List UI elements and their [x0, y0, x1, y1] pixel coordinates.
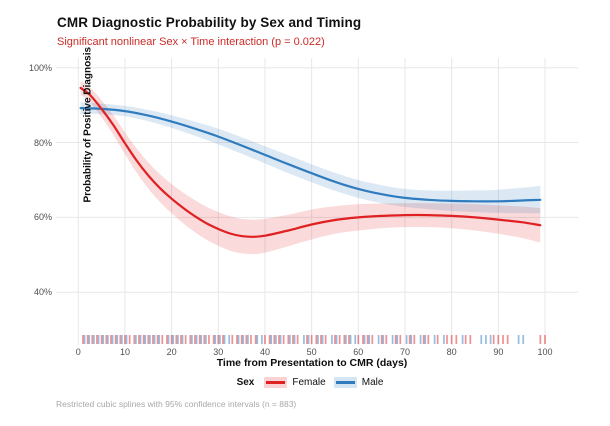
male-ci-ribbon — [80, 102, 541, 214]
x-axis-title: Time from Presentation to CMR (days) — [216, 357, 408, 369]
x-tick-label: 60 — [353, 347, 364, 357]
legend-title: Sex — [236, 377, 255, 388]
x-tick-label: 40 — [259, 347, 270, 357]
x-tick-label: 80 — [446, 347, 457, 357]
legend: Sex Female Male — [0, 377, 610, 388]
female-legend-key-swatch — [264, 377, 288, 388]
male-curve — [79, 107, 542, 203]
x-tick-label: 90 — [493, 347, 504, 357]
male-line-glyph — [335, 381, 355, 384]
x-tick-label: 20 — [166, 347, 177, 357]
legend-label-male: Male — [361, 377, 384, 388]
y-tick-label: 80% — [33, 137, 52, 148]
y-tick-label: 40% — [33, 287, 52, 298]
x-tick-label: 30 — [213, 347, 224, 357]
x-tick-label: 0 — [75, 347, 81, 357]
female-ci-ribbon — [80, 81, 541, 255]
female-curve — [79, 86, 542, 238]
female-line-glyph — [266, 381, 286, 384]
caption: Restricted cubic splines with 95% confid… — [56, 399, 297, 409]
x-tick-label: 70 — [399, 347, 410, 357]
x-tick-label: 10 — [119, 347, 130, 357]
y-axis-title: Probability of Positive Diagnosis — [82, 46, 94, 203]
y-tick-label: 100% — [28, 62, 52, 73]
male-legend-key-swatch — [333, 377, 357, 388]
chart-subtitle: Significant nonlinear Sex × Time interac… — [57, 36, 325, 48]
legend-label-female: Female — [292, 377, 326, 388]
x-tick-label: 50 — [306, 347, 317, 357]
y-tick-label: 60% — [33, 212, 52, 223]
chart-title: CMR Diagnostic Probability by Sex and Ti… — [57, 15, 362, 30]
legend-item-male: Male — [333, 377, 384, 388]
legend-item-female: Female — [264, 377, 326, 388]
x-tick-label: 100 — [537, 347, 553, 357]
